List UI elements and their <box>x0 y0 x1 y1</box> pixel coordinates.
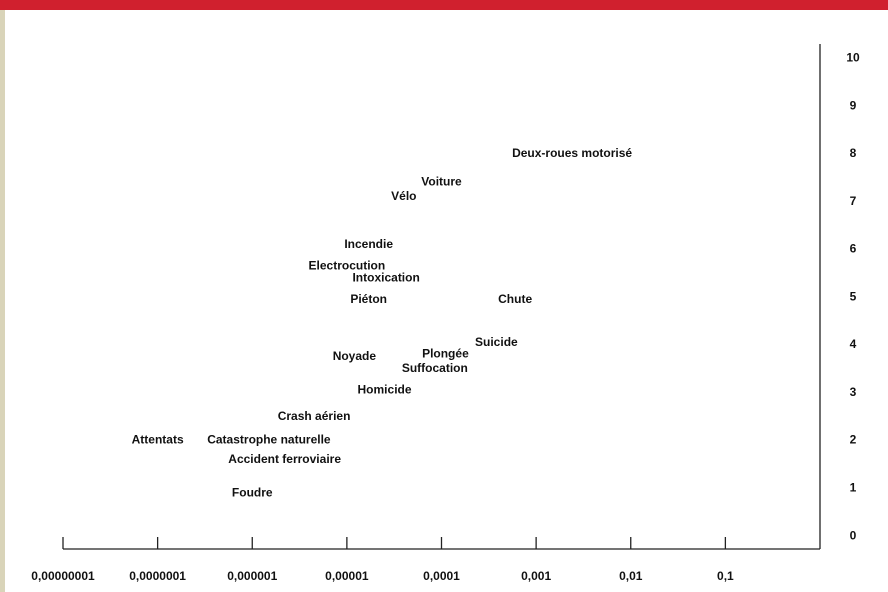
point-label: Attentats <box>132 433 184 447</box>
point-label: Suicide <box>475 335 518 349</box>
x-tick-label: 0,0000001 <box>129 569 186 583</box>
point-label: Electrocution <box>309 258 386 272</box>
point-label: Chute <box>498 292 532 306</box>
x-tick-label: 0,001 <box>521 569 551 583</box>
point-label: Incendie <box>344 237 393 251</box>
point-label: Vélo <box>391 189 416 203</box>
y-tick-label: 1 <box>850 480 857 494</box>
point-label: Catastrophe naturelle <box>207 433 331 447</box>
point-label: Crash aérien <box>278 409 351 423</box>
y-tick-label: 9 <box>850 98 857 112</box>
header-bar <box>0 0 888 10</box>
point-label: Intoxication <box>352 270 419 284</box>
point-label: Plongée <box>422 347 469 361</box>
x-tick-label: 0,1 <box>717 569 734 583</box>
y-tick-label: 10 <box>846 51 860 65</box>
point-label: Accident ferroviaire <box>228 452 341 466</box>
x-tick-label: 0,0001 <box>423 569 460 583</box>
point-label: Foudre <box>232 485 273 499</box>
y-tick-label: 8 <box>850 146 857 160</box>
y-tick-label: 4 <box>850 337 857 351</box>
y-tick-label: 5 <box>850 289 857 303</box>
x-tick-label: 0,00001 <box>325 569 369 583</box>
point-label: Deux-roues motorisé <box>512 146 632 160</box>
y-tick-label: 0 <box>850 528 857 542</box>
x-tick-label: 0,00000001 <box>31 569 95 583</box>
side-strip <box>0 10 5 592</box>
y-tick-label: 3 <box>850 385 857 399</box>
y-tick-label: 2 <box>850 433 857 447</box>
point-label: Voiture <box>421 175 462 189</box>
point-label: Homicide <box>358 383 412 397</box>
point-label: Piéton <box>350 292 387 306</box>
y-tick-label: 7 <box>850 194 857 208</box>
x-tick-label: 0,01 <box>619 569 643 583</box>
y-tick-label: 6 <box>850 242 857 256</box>
point-label: Suffocation <box>402 361 468 375</box>
point-label: Noyade <box>333 349 377 363</box>
x-tick-label: 0,000001 <box>227 569 277 583</box>
